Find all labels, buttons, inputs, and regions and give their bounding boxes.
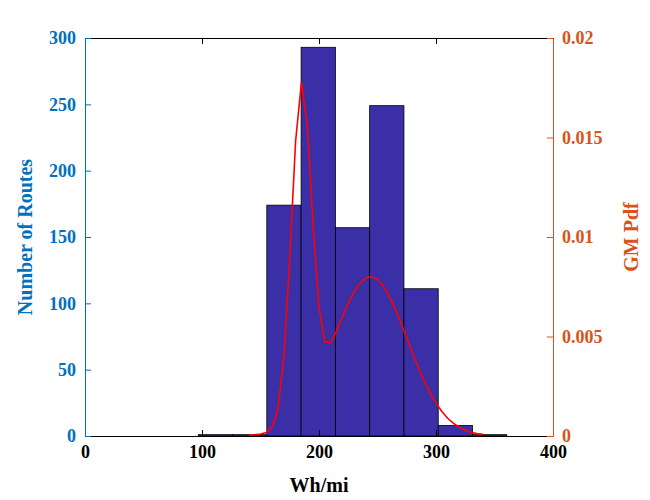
x-axis-line bbox=[86, 436, 554, 437]
y2-axis-line bbox=[553, 39, 554, 437]
y2-axis-tick-mark bbox=[547, 138, 553, 139]
histogram-bar bbox=[198, 435, 232, 436]
y2-axis-tick: 0.015 bbox=[547, 128, 603, 148]
histogram-bar bbox=[267, 205, 301, 436]
y2-axis-tick-mark bbox=[547, 237, 553, 238]
x-axis-top-tick bbox=[436, 38, 437, 44]
y2-axis-tick-label: 0.005 bbox=[562, 327, 603, 347]
y2-axis-title: GM Pdf bbox=[620, 202, 642, 272]
y-axis-tick-label: 200 bbox=[49, 161, 76, 181]
y2-axis-tick-label: 0 bbox=[562, 426, 571, 446]
x-axis-tick: 100 bbox=[189, 430, 216, 462]
x-axis-top-tick-mark bbox=[319, 38, 320, 44]
y-axis-tick: 250 bbox=[49, 95, 91, 115]
y-axis-title: Number of Routes bbox=[14, 159, 36, 316]
y-axis-tick-mark bbox=[85, 237, 91, 238]
marks bbox=[198, 47, 507, 436]
histogram-bar bbox=[370, 106, 404, 436]
x-axis-top-tick-mark bbox=[202, 38, 203, 44]
y-axis-tick: 50 bbox=[58, 360, 91, 380]
y2-axis-tick: 0.01 bbox=[547, 227, 594, 247]
y2-axis-tick-label: 0.02 bbox=[562, 28, 594, 48]
y-axis-tick-mark bbox=[85, 104, 91, 105]
y-axis-tick-label: 50 bbox=[58, 360, 76, 380]
y-axis-tick: 300 bbox=[49, 28, 91, 48]
x-axis-tick-mark bbox=[202, 430, 203, 436]
y-axis: 0 50 100 150 200 250 300 bbox=[49, 28, 91, 446]
y-axis-tick-mark bbox=[85, 436, 91, 437]
x-axis-title: Wh/mi bbox=[290, 474, 349, 496]
y-axis-tick-mark bbox=[85, 171, 91, 172]
y-axis-tick-label: 250 bbox=[49, 95, 76, 115]
histogram-bar bbox=[335, 228, 369, 436]
y-axis-tick-label: 0 bbox=[67, 426, 76, 446]
y-axis-tick: 200 bbox=[49, 161, 91, 181]
x-axis-tick: 300 bbox=[423, 430, 450, 462]
x-axis-top bbox=[86, 38, 554, 44]
x-axis-top-tick bbox=[319, 38, 320, 44]
x-axis-tick: 200 bbox=[306, 430, 333, 462]
y-axis-tick-mark bbox=[85, 303, 91, 304]
x-axis-tick-mark bbox=[319, 430, 320, 436]
y2-axis-tick-mark bbox=[547, 38, 553, 39]
y2-axis: 0 0.005 0.01 0.015 0.02 bbox=[547, 28, 603, 446]
histogram-bar bbox=[404, 289, 438, 436]
x-axis-top-tick-mark bbox=[436, 38, 437, 44]
histogram-bar bbox=[473, 435, 507, 436]
x-axis-tick-label: 200 bbox=[306, 442, 333, 462]
y2-axis-tick-label: 0.015 bbox=[562, 128, 603, 148]
y-axis-tick-mark bbox=[85, 38, 91, 39]
y2-axis-tick: 0 bbox=[547, 426, 571, 446]
y-axis-tick-mark bbox=[85, 370, 91, 371]
y2-axis-tick-label: 0.01 bbox=[562, 227, 594, 247]
y-axis-tick-label: 150 bbox=[49, 227, 76, 247]
plot: 010020030040005010015020025030000.0050.0… bbox=[49, 28, 603, 462]
x-axis-tick-label: 300 bbox=[423, 442, 450, 462]
x-axis-top-tick bbox=[202, 38, 203, 44]
x-axis-tick-label: 100 bbox=[189, 442, 216, 462]
x-axis-tick-mark bbox=[436, 430, 437, 436]
y-axis-tick: 150 bbox=[49, 227, 91, 247]
y2-axis-tick-mark bbox=[547, 337, 553, 338]
y-axis-tick: 100 bbox=[49, 294, 91, 314]
x-axis: 0100200300400 bbox=[81, 430, 567, 462]
y2-axis-tick: 0.005 bbox=[547, 327, 603, 347]
y-axis-tick: 0 bbox=[67, 426, 91, 446]
y-axis-tick-label: 300 bbox=[49, 28, 76, 48]
pdf-line bbox=[249, 82, 483, 435]
x-axis-tick-label: 0 bbox=[81, 442, 90, 462]
histogram-bar bbox=[301, 47, 335, 436]
y2-axis-tick: 0.02 bbox=[547, 28, 594, 48]
y-axis-tick-label: 100 bbox=[49, 294, 76, 314]
y2-axis-tick-mark bbox=[547, 436, 553, 437]
chart: 010020030040005010015020025030000.0050.0… bbox=[0, 0, 650, 500]
